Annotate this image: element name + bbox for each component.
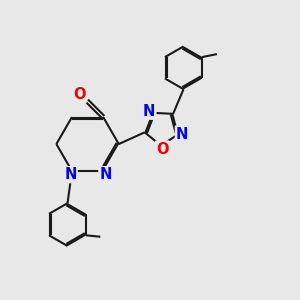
Text: O: O xyxy=(73,87,86,102)
Text: N: N xyxy=(143,104,155,119)
Text: N: N xyxy=(64,167,77,182)
Text: N: N xyxy=(99,167,112,182)
Text: N: N xyxy=(176,127,188,142)
Text: O: O xyxy=(156,142,169,157)
